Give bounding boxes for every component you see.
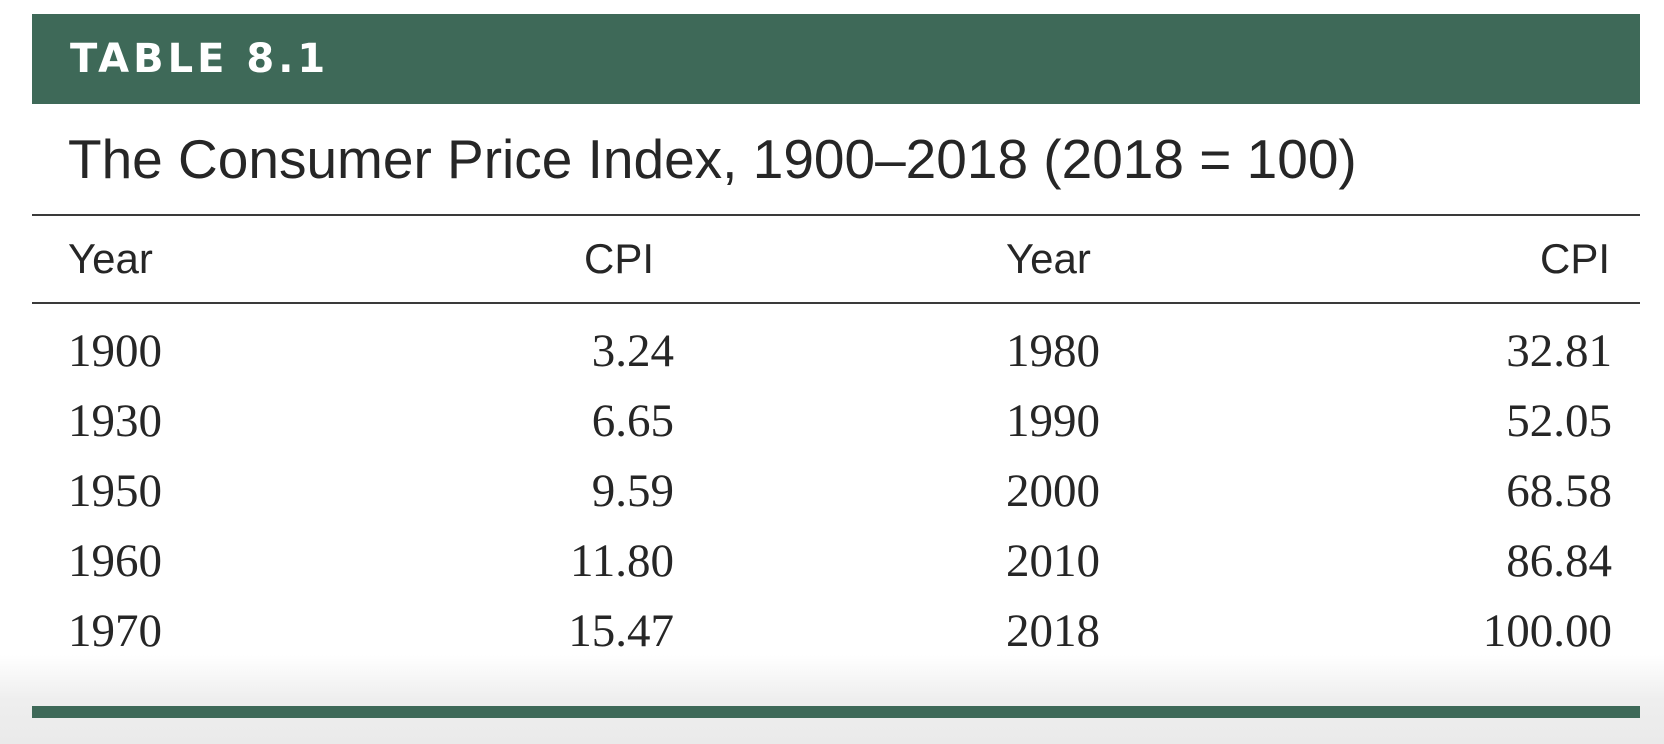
table-row: 1930 6.65 1990 52.05 xyxy=(32,386,1640,456)
cpi-table: TABLE 8.1 The Consumer Price Index, 1900… xyxy=(32,14,1640,666)
table-label-banner: TABLE 8.1 xyxy=(32,14,1640,104)
year-left-cell: 1960 xyxy=(68,535,162,587)
table-caption: The Consumer Price Index, 1900–2018 (201… xyxy=(68,128,1357,190)
cpi-right-cell: 100.00 xyxy=(1482,605,1612,657)
header-cpi-right: CPI xyxy=(1539,235,1610,282)
year-right-cell: 2018 xyxy=(1006,605,1100,657)
cpi-right-cell: 52.05 xyxy=(1506,395,1612,447)
cpi-right-cell: 86.84 xyxy=(1506,535,1612,587)
cpi-left-cell: 9.59 xyxy=(591,465,674,517)
year-right-cell: 2010 xyxy=(1006,535,1100,587)
year-left-cell: 1930 xyxy=(68,395,162,447)
header-cpi-left: CPI xyxy=(583,235,654,282)
cpi-left-cell: 3.24 xyxy=(591,325,674,377)
cpi-left-cell: 6.65 xyxy=(591,395,674,447)
year-left-cell: 1950 xyxy=(68,465,162,517)
table-row: 1950 9.59 2000 68.58 xyxy=(32,456,1640,526)
header-year-right: Year xyxy=(1006,235,1091,282)
header-top-rule xyxy=(32,214,1640,216)
table-bottom-rule xyxy=(32,706,1640,718)
cpi-left-cell: 11.80 xyxy=(569,535,674,587)
cpi-left-cell: 15.47 xyxy=(568,605,674,657)
table-row: 1960 11.80 2010 86.84 xyxy=(32,526,1640,596)
year-left-cell: 1900 xyxy=(68,325,162,377)
header-bottom-rule xyxy=(32,302,1640,304)
table-header-row: Year CPI Year CPI xyxy=(32,216,1640,302)
year-right-cell: 1980 xyxy=(1006,325,1100,377)
table-row: 1970 15.47 2018 100.00 xyxy=(32,596,1640,666)
year-left-cell: 1970 xyxy=(68,605,162,657)
cpi-right-cell: 68.58 xyxy=(1506,465,1612,517)
cpi-right-cell: 32.81 xyxy=(1506,325,1612,377)
table-body: 1900 3.24 1980 32.81 1930 6.65 1990 52.0… xyxy=(32,304,1640,666)
table-label: TABLE 8.1 xyxy=(70,36,330,82)
year-right-cell: 1990 xyxy=(1006,395,1100,447)
table-row: 1900 3.24 1980 32.81 xyxy=(32,316,1640,386)
year-right-cell: 2000 xyxy=(1006,465,1100,517)
header-year-left: Year xyxy=(68,235,153,282)
